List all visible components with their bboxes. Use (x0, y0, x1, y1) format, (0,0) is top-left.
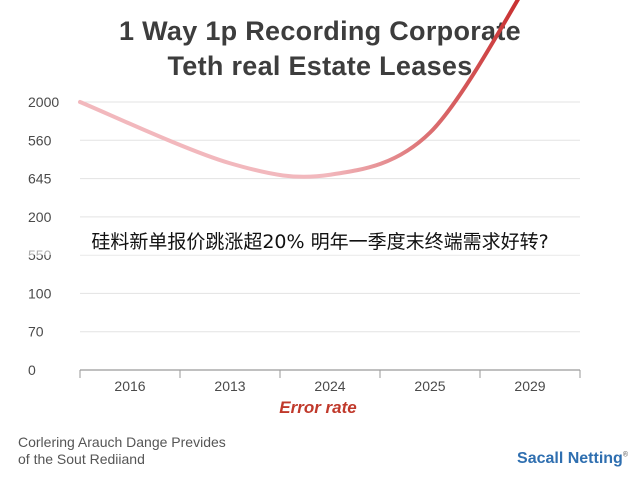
chart-title-line-2: Teth real Estate Leases (167, 51, 473, 81)
chart-title: 1 Way 1p Recording Corporate Teth real E… (0, 14, 640, 84)
footnote: Corlering Arauch Dange Prevides of the S… (18, 434, 226, 468)
x-tick-label: 2013 (214, 378, 245, 394)
registered-mark: ® (622, 451, 628, 459)
series-layer (78, 0, 520, 179)
chart-title-line-1: 1 Way 1p Recording Corporate (119, 16, 521, 46)
x-axis: 2016 2013 2024 2025 2029 (79, 369, 581, 394)
y-tick-label: 70 (28, 324, 44, 340)
y-tick-label: 100 (28, 285, 52, 301)
x-tick-label: 2024 (314, 378, 345, 394)
overlay-headline: 硅料新单报价跳涨超20% 明年一季度末终端需求好转? (0, 229, 640, 255)
y-tick-label: 200 (28, 209, 52, 225)
y-tick-label: 645 (28, 171, 52, 187)
brand-name: Sacall Netting (517, 450, 623, 467)
y-tick-label: 0 (28, 362, 36, 378)
x-axis-label: Error rate (279, 398, 356, 417)
x-tick-label: 2029 (514, 378, 545, 394)
series-line (78, 0, 520, 179)
x-tick-label: 2025 (414, 378, 445, 394)
x-tick-label: 2016 (114, 378, 145, 394)
brand-logo: Sacall Netting® (517, 450, 628, 468)
y-tick-label: 2000 (28, 94, 59, 110)
footnote-line-2: of the Sout Rediiand (18, 451, 145, 467)
footnote-line-1: Corlering Arauch Dange Prevides (18, 434, 226, 450)
y-tick-label: 560 (28, 132, 52, 148)
